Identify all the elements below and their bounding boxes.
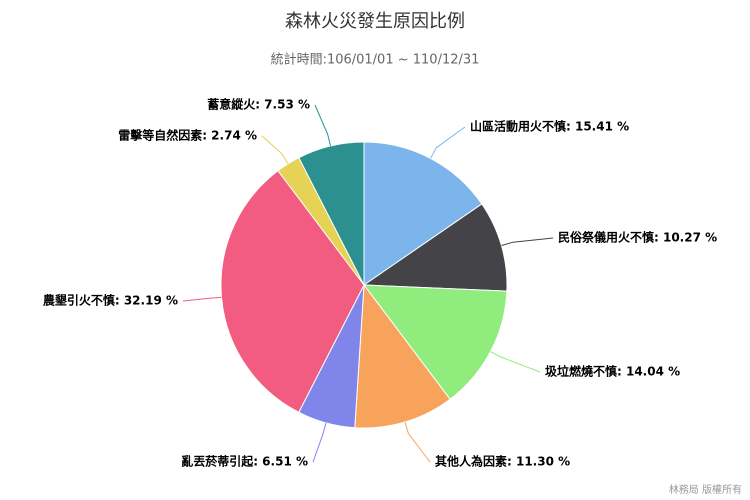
data-label: 亂丟菸蒂引起: 6.51 % — [181, 454, 308, 469]
connector — [182, 296, 222, 302]
connector — [312, 422, 327, 463]
pie-slice — [220, 170, 365, 413]
data-label: 圾垃燃燒不慎: 14.04 % — [545, 364, 680, 379]
data-label: 民俗祭儀用火不慎: 10.27 % — [558, 230, 717, 245]
pie-slice — [354, 283, 451, 429]
connector — [404, 421, 431, 463]
connector — [430, 126, 466, 159]
data-label: 蓄意縱火: 7.53 % — [207, 97, 310, 112]
data-label: 農墾引火不慎: 32.19 % — [43, 293, 178, 308]
data-label: 雷擊等自然因素: 2.74 % — [118, 128, 257, 143]
chart-subtitle: 統計時間:106/01/01 ~ 110/12/31 — [271, 52, 480, 68]
pie-slice — [362, 203, 508, 292]
chart-title: 森林火災發生原因比例 — [285, 11, 465, 32]
pie-slice — [362, 284, 508, 400]
connector — [501, 237, 554, 246]
data-label: 山區活動用火不慎: 15.41 % — [470, 119, 629, 134]
connector — [490, 351, 541, 373]
connector — [314, 104, 331, 147]
credit: 林務局 版權所有 — [669, 483, 742, 496]
connector — [261, 135, 289, 165]
pie-slice — [298, 141, 365, 286]
data-label: 其他人為因素: 11.30 % — [435, 454, 570, 469]
